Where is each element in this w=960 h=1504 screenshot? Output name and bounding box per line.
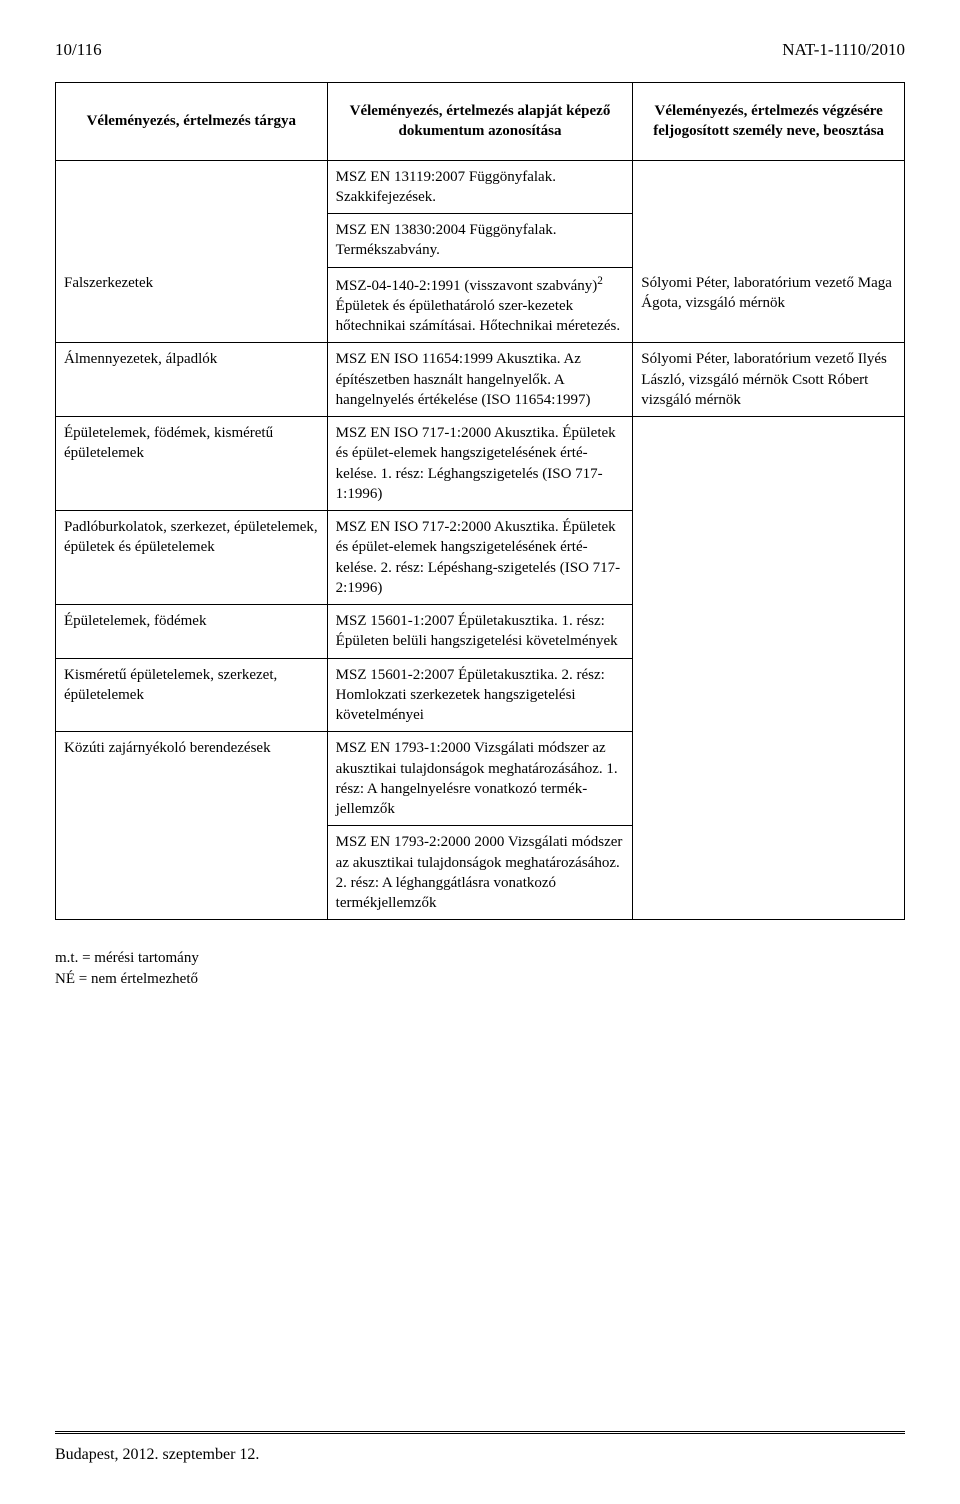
page-footer: Budapest, 2012. szeptember 12. — [55, 1431, 905, 1464]
cell-text: Épületek és épülethatároló szer-kezetek … — [336, 298, 620, 334]
cell-document: MSZ EN ISO 717-2:2000 Akusztika. Épülete… — [327, 511, 633, 605]
table-row: Épületelemek, födémek, kisméretű épülete… — [56, 417, 905, 511]
col-header-document: Véleményezés, értelmezés alapját képező … — [327, 83, 633, 161]
cell-person: Sólyomi Péter, laboratórium vezető Ilyés… — [633, 343, 905, 417]
table-row: MSZ EN 13830:2004 Függönyfalak. Terméksz… — [56, 214, 905, 268]
cell-document: MSZ EN 13119:2007 Függönyfalak. Szakkife… — [327, 160, 633, 214]
cell-document: MSZ EN ISO 717-1:2000 Akusztika. Épülete… — [327, 417, 633, 511]
table-row: Falszerkezetek MSZ-04-140-2:1991 (vissza… — [56, 267, 905, 343]
cell-subject: Álmennyezetek, álpadlók — [56, 343, 328, 417]
table-row: Közúti zajárnyékoló berendezések MSZ EN … — [56, 732, 905, 826]
cell-subject: Épületelemek, födémek — [56, 605, 328, 659]
cell-person — [633, 605, 905, 659]
cell-person — [633, 214, 905, 268]
cell-document: MSZ EN ISO 11654:1999 Akusztika. Az épít… — [327, 343, 633, 417]
table-row: Épületelemek, födémek MSZ 15601-1:2007 É… — [56, 605, 905, 659]
cell-subject: Épületelemek, födémek, kisméretű épülete… — [56, 417, 328, 511]
cell-person — [633, 658, 905, 732]
footnote-block: m.t. = mérési tartomány NÉ = nem értelme… — [55, 948, 905, 989]
col-header-person: Véleményezés, értelmezés végzésére feljo… — [633, 83, 905, 161]
footnote-ref: 2 — [597, 275, 603, 287]
cell-document: MSZ 15601-1:2007 Épületakusztika. 1. rés… — [327, 605, 633, 659]
table-row: Kisméretű épületelemek, szerkezet, épüle… — [56, 658, 905, 732]
cell-person: Sólyomi Péter, laboratórium vezető Maga … — [633, 267, 905, 343]
cell-person — [633, 511, 905, 605]
cell-person — [633, 732, 905, 826]
cell-person — [633, 826, 905, 920]
cell-text: MSZ-04-140-2:1991 (visszavont szabvány) — [336, 278, 598, 294]
cell-subject: Padlóburkolatok, szerkezet, épületelemek… — [56, 511, 328, 605]
cell-subject — [56, 826, 328, 920]
cell-document: MSZ-04-140-2:1991 (visszavont szabvány)2… — [327, 267, 633, 343]
opinion-table: Véleményezés, értelmezés tárgya Vélemény… — [55, 82, 905, 920]
cell-person — [633, 417, 905, 511]
table-row: Padlóburkolatok, szerkezet, épületelemek… — [56, 511, 905, 605]
page-header: 10/116 NAT-1-1110/2010 — [55, 40, 905, 60]
table-row: Álmennyezetek, álpadlók MSZ EN ISO 11654… — [56, 343, 905, 417]
footnote-line: m.t. = mérési tartomány — [55, 948, 905, 968]
cell-subject: Kisméretű épületelemek, szerkezet, épüle… — [56, 658, 328, 732]
footer-divider — [55, 1431, 905, 1438]
page: 10/116 NAT-1-1110/2010 Véleményezés, ért… — [0, 0, 960, 1504]
footer-text: Budapest, 2012. szeptember 12. — [55, 1446, 905, 1464]
cell-subject: Közúti zajárnyékoló berendezések — [56, 732, 328, 826]
table-header-row: Véleményezés, értelmezés tárgya Vélemény… — [56, 83, 905, 161]
col-header-subject: Véleményezés, értelmezés tárgya — [56, 83, 328, 161]
table-row: MSZ EN 13119:2007 Függönyfalak. Szakkife… — [56, 160, 905, 214]
cell-subject: Falszerkezetek — [56, 267, 328, 343]
cell-document: MSZ EN 13830:2004 Függönyfalak. Terméksz… — [327, 214, 633, 268]
cell-person — [633, 160, 905, 214]
cell-subject — [56, 214, 328, 268]
cell-subject — [56, 160, 328, 214]
cell-document: MSZ EN 1793-2:2000 2000 Vizsgálati módsz… — [327, 826, 633, 920]
cell-document: MSZ EN 1793-1:2000 Vizsgálati módszer az… — [327, 732, 633, 826]
cell-document: MSZ 15601-2:2007 Épületakusztika. 2. rés… — [327, 658, 633, 732]
page-number: 10/116 — [55, 40, 102, 60]
table-row: MSZ EN 1793-2:2000 2000 Vizsgálati módsz… — [56, 826, 905, 920]
footnote-line: NÉ = nem értelmezhető — [55, 969, 905, 989]
doc-code: NAT-1-1110/2010 — [782, 40, 905, 60]
